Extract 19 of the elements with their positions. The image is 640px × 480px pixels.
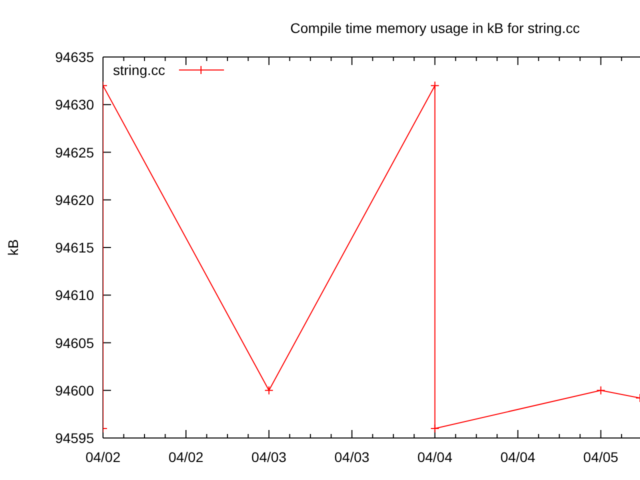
x-tick-label: 04/04 bbox=[417, 449, 453, 465]
y-tick-label: 94635 bbox=[55, 49, 94, 65]
y-tick-label: 94615 bbox=[55, 240, 94, 256]
y-tick-label: 94600 bbox=[55, 382, 94, 398]
y-tick-label: 94595 bbox=[55, 430, 94, 446]
y-tick-label: 94625 bbox=[55, 144, 94, 160]
y-tick-label: 94605 bbox=[55, 334, 94, 351]
y-tick-label: 94610 bbox=[55, 287, 94, 304]
y-axis-title: kB bbox=[5, 239, 21, 256]
x-tick-label: 04/05 bbox=[583, 449, 619, 465]
y-tick-label: 94620 bbox=[55, 192, 94, 208]
x-tick-label: 04/03 bbox=[251, 449, 287, 465]
legend-label: string.cc bbox=[113, 62, 166, 78]
x-tick-label: 04/02 bbox=[168, 449, 204, 465]
x-tick-label: 04/02 bbox=[85, 449, 121, 465]
x-tick-label: 04/04 bbox=[500, 449, 536, 465]
y-tick-label: 94630 bbox=[55, 96, 94, 113]
x-tick-label: 04/03 bbox=[334, 449, 370, 465]
chart-title: Compile time memory usage in kB for string.cc bbox=[290, 20, 580, 36]
